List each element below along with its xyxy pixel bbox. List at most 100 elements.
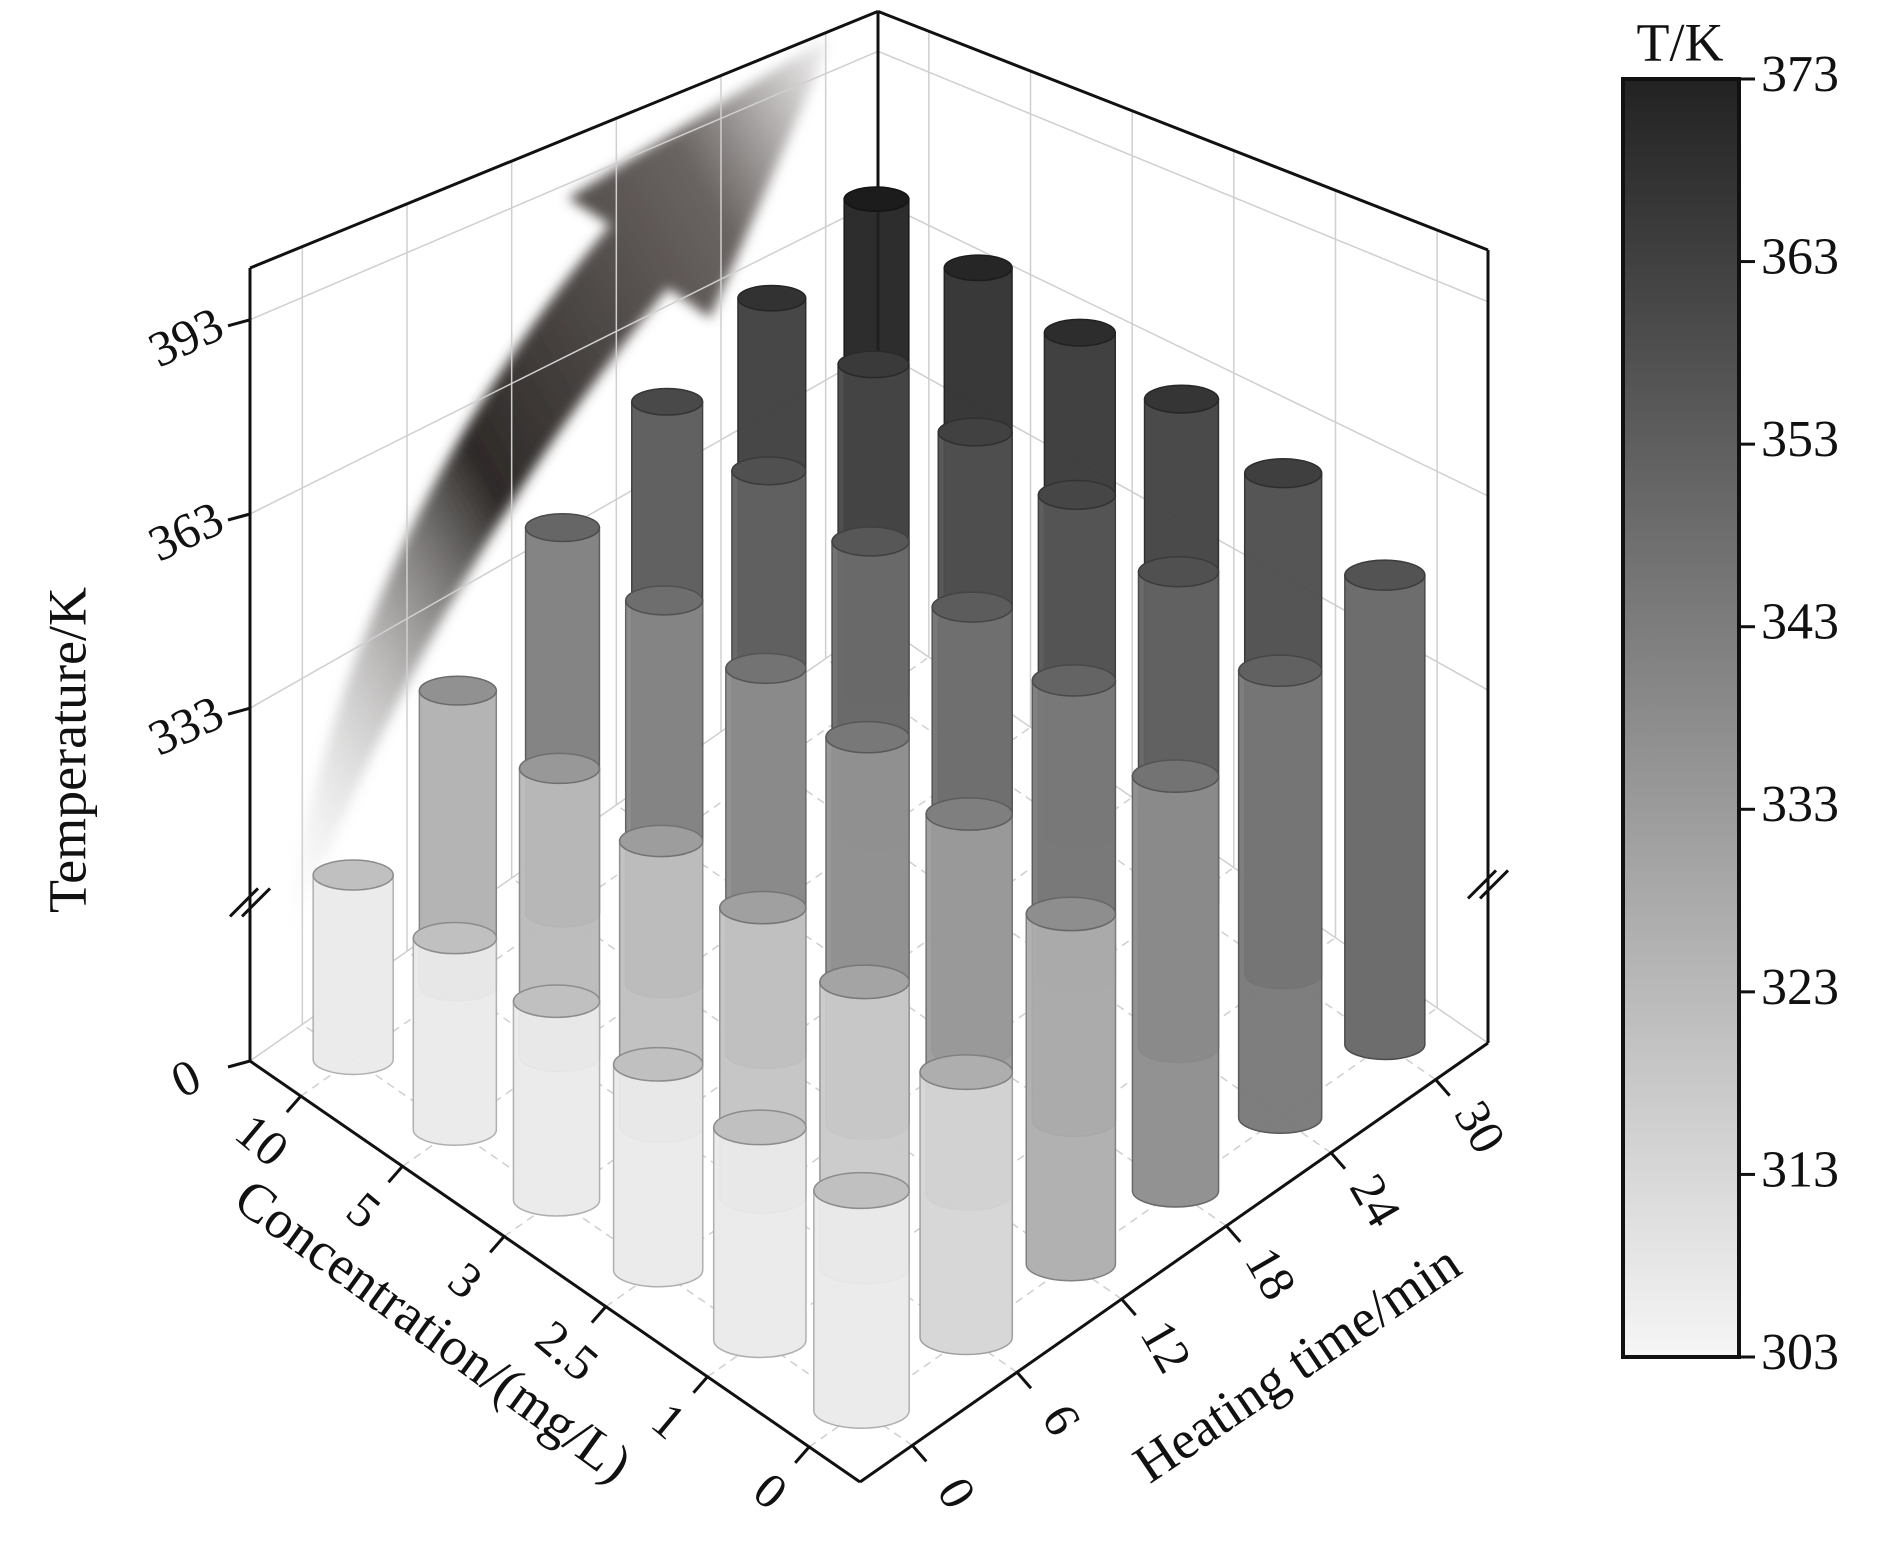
bar: [612, 1063, 704, 1288]
y-tick-label: 12: [1130, 1311, 1203, 1382]
cylinder-top: [1025, 896, 1117, 932]
colorbar-tick-label: 333: [1761, 776, 1839, 833]
cylinder-top: [1237, 654, 1323, 688]
cylinder-top: [737, 284, 807, 312]
cylinder: [1131, 759, 1220, 1208]
colorbar-tick-label: 373: [1761, 46, 1839, 103]
grid-line: [877, 50, 1489, 303]
colorbar-tick-label: 303: [1761, 1324, 1839, 1381]
bar: [412, 937, 498, 1146]
cylinder-top: [524, 513, 601, 543]
colorbar-tick-label: 343: [1761, 594, 1839, 651]
x-tick-label: 10: [225, 1102, 299, 1177]
cylinder-top: [825, 720, 910, 754]
floor-grid-line: [301, 1023, 913, 1447]
z-tick-label: 0: [163, 1047, 209, 1108]
colorbar-tick-label: 323: [1761, 959, 1839, 1016]
x-tick-label: 0: [743, 1461, 798, 1520]
cylinder-top: [843, 186, 910, 213]
y-tick-label: 24: [1339, 1164, 1412, 1235]
cylinder: [612, 1046, 704, 1288]
y-tick-label: 30: [1444, 1091, 1517, 1162]
trend-arrow: [280, 32, 835, 975]
cylinder: [1025, 896, 1117, 1282]
z-tick: [227, 1059, 251, 1069]
cylinder-top: [1143, 384, 1220, 414]
floor-grid-line: [402, 726, 1031, 1167]
cylinder-top: [1137, 555, 1220, 588]
colorbar-tick-label: 363: [1761, 229, 1839, 286]
cylinder-top: [712, 1109, 807, 1146]
y-tick: [1329, 1151, 1347, 1170]
cylinder-top: [943, 254, 1013, 282]
y-tick: [1015, 1371, 1033, 1390]
cylinder: [1237, 654, 1323, 1134]
cylinder: [712, 1109, 807, 1359]
cylinder-top: [1243, 458, 1323, 489]
y-tick: [1434, 1078, 1451, 1097]
bar: [512, 1000, 601, 1217]
cylinder: [412, 921, 498, 1146]
cylinder-top: [512, 984, 601, 1019]
bar: [1344, 574, 1426, 1061]
cylinder: [919, 1054, 1014, 1356]
z-tick-label: 333: [140, 684, 232, 766]
x-tick: [489, 1235, 506, 1254]
y-tick: [1225, 1224, 1242, 1243]
grid-line: [249, 200, 879, 515]
cylinder-top: [631, 387, 704, 416]
z-tick-label: 393: [140, 296, 232, 378]
z-axis-title: Temperature/K: [37, 587, 97, 913]
y-tick-label: 0: [927, 1468, 988, 1518]
axis-break: [240, 887, 272, 918]
cylinder-top: [612, 1046, 704, 1082]
y-tick: [911, 1444, 928, 1463]
cylinder-top: [919, 1054, 1014, 1091]
bar: [919, 1071, 1014, 1356]
floor-grid-line: [300, 656, 930, 1097]
cylinder-top: [418, 675, 498, 706]
axis-break: [228, 887, 260, 918]
floor-grid-line: [615, 804, 1227, 1227]
bar: [1131, 775, 1220, 1208]
y-tick-label: 18: [1234, 1238, 1307, 1309]
cylinder-top: [1344, 559, 1426, 591]
cylinder: [312, 859, 394, 1076]
x-tick: [285, 1095, 302, 1114]
floor-grid-line: [707, 937, 1336, 1378]
z-tick-label: 363: [140, 490, 232, 572]
y-tick-label: 6: [1031, 1395, 1092, 1445]
cylinder-top: [1131, 759, 1220, 794]
axis-break: [1478, 869, 1510, 900]
floor-grid-line: [406, 950, 1018, 1373]
floor-grid-line: [511, 877, 1123, 1300]
cylinder-top: [624, 585, 704, 616]
cylinder-top: [1031, 664, 1117, 697]
z-tick: [227, 318, 251, 328]
x-tick-label: 3: [438, 1251, 493, 1310]
cylinder-top: [831, 526, 910, 557]
y-tick: [1120, 1298, 1137, 1317]
box-edge: [877, 9, 1489, 252]
bar: [1237, 669, 1323, 1134]
colorbar-tick-label: 313: [1761, 1141, 1839, 1198]
cylinder-top: [931, 591, 1013, 623]
floor-grid-line: [808, 1007, 1438, 1448]
cylinder-top: [719, 890, 807, 925]
cylinder-top: [937, 417, 1013, 447]
cylinder-top: [1037, 479, 1117, 511]
x-tick: [794, 1445, 811, 1464]
cylinder-top: [813, 1171, 910, 1210]
bar: [312, 874, 394, 1076]
box-edge: [249, 10, 879, 270]
cylinder-top: [725, 652, 807, 685]
cylinder-top: [837, 350, 910, 379]
bar: [1025, 913, 1117, 1282]
x-tick-label: 1: [641, 1391, 696, 1450]
x-tick: [387, 1165, 404, 1184]
cylinder-top: [1043, 318, 1116, 347]
bars: [312, 186, 1426, 1429]
cylinder-top: [731, 456, 807, 486]
bar: [813, 1189, 910, 1429]
